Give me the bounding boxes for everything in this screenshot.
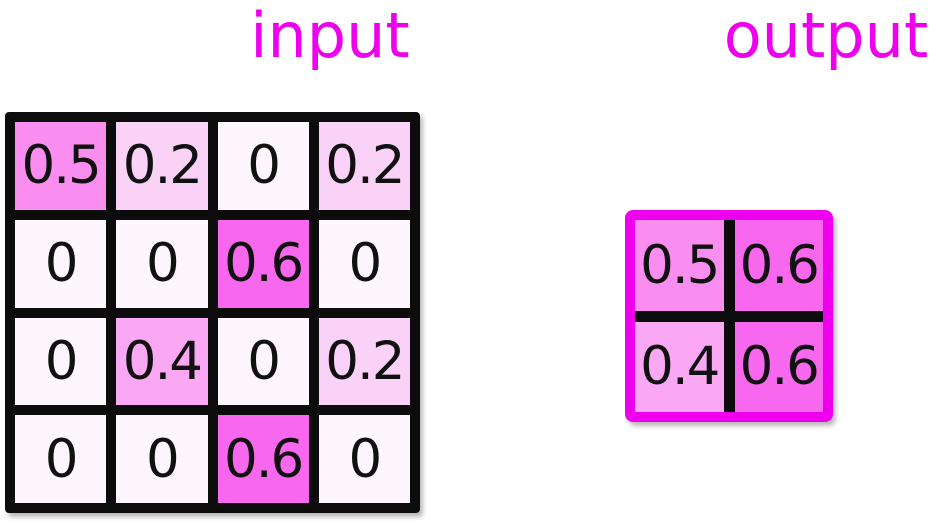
- grid-cell: 0.6: [734, 220, 823, 311]
- output-title: output: [723, 0, 929, 72]
- output-matrix-grid: 0.5 0.6 0.4 0.6: [625, 210, 833, 422]
- grid-cell: 0.2: [318, 122, 410, 210]
- grid-cell: 0: [116, 219, 208, 308]
- grid-cell: 0: [15, 317, 107, 406]
- grid-cell: 0: [116, 415, 208, 503]
- grid-cell: 0.6: [217, 415, 309, 503]
- grid-cell: 0: [318, 219, 410, 308]
- input-matrix-grid: 0.5 0.2 0 0.2 0 0 0.6 0 0 0.4 0 0.2 0 0 0.6 0: [5, 112, 420, 513]
- grid-cell: 0: [217, 122, 309, 210]
- grid-cell: 0.5: [15, 122, 107, 210]
- grid-cell: 0: [15, 415, 107, 503]
- grid-cell: 0.5: [635, 220, 724, 311]
- grid-cell: 0: [15, 219, 107, 308]
- grid-cell: 0.6: [217, 219, 309, 308]
- grid-cell: 0.4: [116, 317, 208, 406]
- grid-cell: 0.4: [635, 321, 724, 412]
- grid-cell: 0: [217, 317, 309, 406]
- grid-cell: 0.2: [318, 317, 410, 406]
- grid-cell: 0.2: [116, 122, 208, 210]
- grid-cell: 0.6: [734, 321, 823, 412]
- grid-cell: 0: [318, 415, 410, 503]
- input-title: input: [250, 0, 410, 72]
